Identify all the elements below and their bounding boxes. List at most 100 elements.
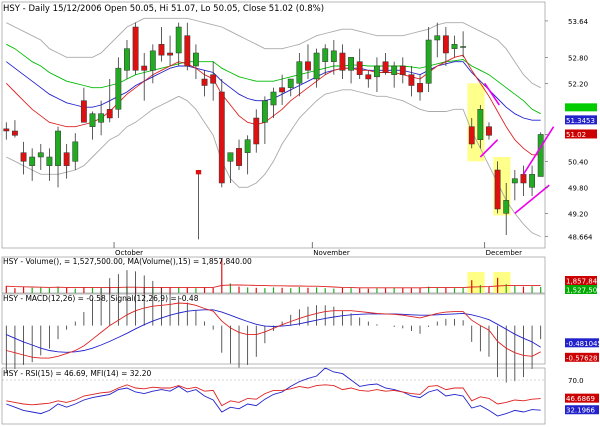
candle-body-54 <box>468 126 475 145</box>
candle-body-7 <box>63 152 70 166</box>
volume-tag-label-0: 1,857,840 <box>566 278 600 286</box>
rsi-frame <box>1 367 546 425</box>
candle-body-12 <box>106 109 113 119</box>
candle-body-16 <box>141 65 148 71</box>
price-tag-0 <box>565 115 597 125</box>
volume-highlight-1 <box>493 272 511 293</box>
candle-body-51 <box>442 35 449 54</box>
volume-tag-1 <box>565 285 597 294</box>
candle-body-36 <box>313 52 320 80</box>
macd-tag-0 <box>565 338 599 348</box>
candle-body-6 <box>55 130 61 166</box>
rsi-tag-1 <box>565 405 599 415</box>
candle-body-33 <box>287 78 294 88</box>
candle-body-19 <box>167 52 173 56</box>
candle-body-30 <box>261 100 268 123</box>
moving-average-line-4 <box>6 89 541 238</box>
trend-line-2 <box>522 126 555 175</box>
month-label-0: October <box>115 249 143 257</box>
candle-body-47 <box>408 74 415 86</box>
candle-body-61 <box>529 174 535 188</box>
candle-body-39 <box>339 52 346 71</box>
candle-body-3 <box>29 156 36 166</box>
candle-body-62 <box>537 134 544 177</box>
trend-line-0 <box>484 82 500 106</box>
volume-ma-line <box>6 284 541 289</box>
candle-body-53 <box>460 46 467 48</box>
candle-body-18 <box>158 44 165 56</box>
price-tag-green <box>565 103 597 112</box>
volume-tag-label-1: 1,527,500 <box>566 287 600 295</box>
trend-line-3 <box>514 184 550 214</box>
candle-body-1 <box>12 130 18 136</box>
candle-body-14 <box>124 48 130 71</box>
volume-highlight-0 <box>467 272 485 293</box>
candle-body-59 <box>511 178 518 184</box>
candle-body-22 <box>193 52 199 67</box>
candle-body-37 <box>322 48 329 62</box>
price-tick-label-1: 52.80 <box>568 54 588 62</box>
macd-signal-line <box>6 309 541 353</box>
candle-body-60 <box>520 174 527 184</box>
rsi-mfi-panel: 70.0 46.6869 32.1966 <box>1 367 599 425</box>
macd-line <box>6 302 541 359</box>
candle-body-34 <box>296 61 303 84</box>
volume-tag-0 <box>565 276 597 285</box>
candle-body-23 <box>201 78 208 86</box>
candle-body-57 <box>494 169 501 210</box>
candle-body-55 <box>477 109 484 140</box>
candle-body-46 <box>399 65 406 75</box>
candle-body-31 <box>270 91 277 106</box>
rsi-mfi-label: HSY - RSI(15) = 46.69, MFI(14) = 32.20 <box>3 369 151 378</box>
candle-body-26 <box>227 152 234 162</box>
candle-body-13 <box>115 67 122 110</box>
price-tag-label-0: 51.3453 <box>566 117 595 125</box>
candle-body-17 <box>149 50 156 71</box>
candle-body-48 <box>417 83 423 93</box>
candle-body-5 <box>46 156 53 166</box>
candle-body-52 <box>451 44 458 49</box>
candle-body-42 <box>365 74 372 80</box>
month-label-2: December <box>486 249 522 257</box>
rsi-tag-label-1: 32.1966 <box>566 407 595 415</box>
mfi-line <box>6 367 541 417</box>
price-frame <box>1 1 546 249</box>
candle-body-50 <box>434 35 441 41</box>
rsi-tag-label-0: 46.6869 <box>566 395 595 403</box>
rsi-tag-0 <box>565 393 599 403</box>
candle-body-58 <box>503 200 510 214</box>
candle-body-15 <box>132 26 139 71</box>
candle-body-24 <box>210 74 217 84</box>
moving-average-line-3 <box>6 17 541 89</box>
rsi-line <box>6 384 541 407</box>
trend-line-1 <box>479 139 499 158</box>
candle-body-25 <box>218 91 225 184</box>
price-tick-label-0: 53.64 <box>568 18 589 26</box>
rsi-ref-label: 70.0 <box>568 377 584 385</box>
chart-header: HSY - Daily 15/12/2006 Open 50.05, Hi 51… <box>3 4 324 14</box>
volume-label: HSY - Volume(), = 1,527,500.00, MA(Volum… <box>3 257 252 266</box>
price-tick-label-4: 50.40 <box>568 158 588 166</box>
candle-body-49 <box>425 39 432 84</box>
candle-body-40 <box>348 57 354 71</box>
candle-body-0 <box>3 128 10 132</box>
candle-body-45 <box>391 65 398 75</box>
candle-body-9 <box>80 100 87 123</box>
price-tag-1 <box>565 129 597 139</box>
candle-body-10 <box>89 113 96 127</box>
candle-body-44 <box>382 61 389 73</box>
price-tick-label-5: 49.80 <box>568 184 588 192</box>
moving-average-line-0 <box>6 43 541 115</box>
candle-body-29 <box>253 117 260 145</box>
outlier-body <box>195 170 202 175</box>
candle-body-2 <box>20 152 27 162</box>
candle-body-21 <box>184 35 191 67</box>
candle-body-28 <box>244 139 251 153</box>
candle-body-41 <box>356 61 363 75</box>
candle-body-32 <box>279 87 286 93</box>
candle-body-8 <box>72 141 79 162</box>
price-tag-label-1: 51.02 <box>566 131 586 139</box>
month-label-1: November <box>313 249 350 257</box>
macd-label: HSY - MACD(12,26) = -0.58, Signal(12,26,… <box>3 294 199 303</box>
